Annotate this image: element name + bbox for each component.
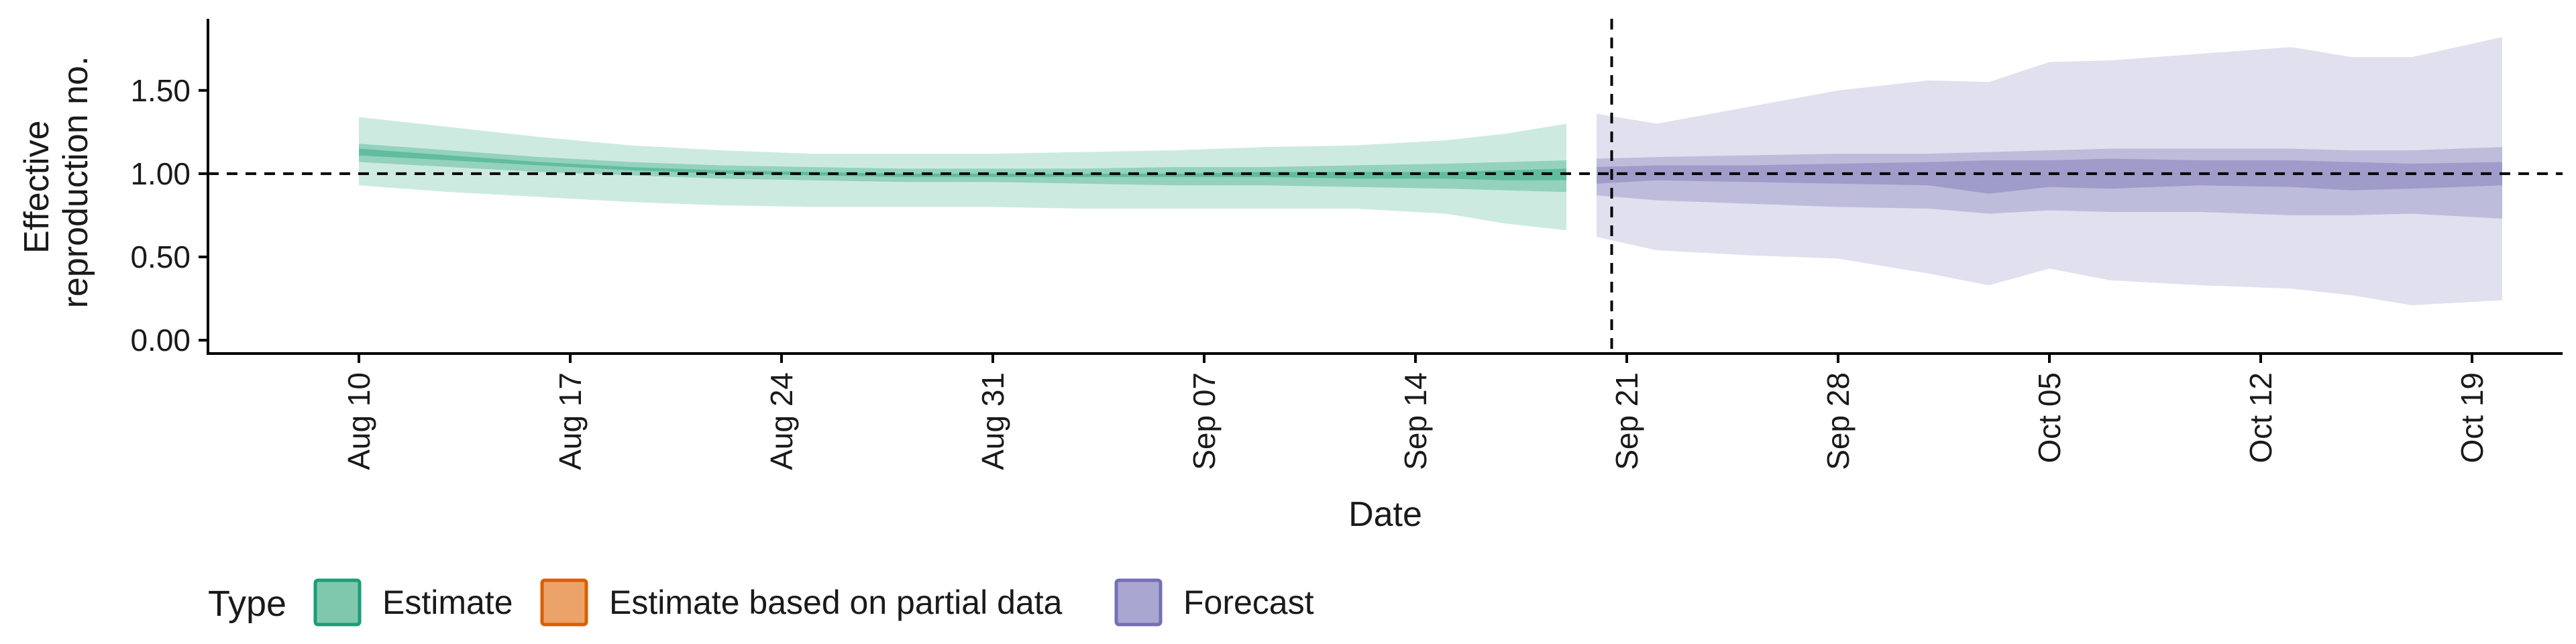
legend-items: Estimate Estimate based on partial data Fo… (313, 578, 1314, 627)
y-axis-title-line-1: Effective (17, 120, 56, 253)
legend-label-forecast: Forecast (1183, 584, 1314, 621)
x-tick-label: Aug 17 (553, 372, 588, 470)
forecast-band-20 (1597, 158, 2502, 194)
x-axis-title: Date (1348, 495, 1422, 534)
legend-key-estimate-based-on-partial-data (540, 578, 588, 627)
forecast-band-90 (1597, 37, 2502, 306)
x-axis-ticks: Aug 10 Aug 17 Aug 24 Aug 31 Sep 07 Sep 14 Sep … (341, 354, 2489, 470)
x-tick-label: Sep 07 (1187, 372, 1222, 470)
x-tick-label: Aug 10 (341, 372, 376, 470)
reference-lines (208, 19, 2563, 354)
legend: Type Estimate Estimate based on partial d… (208, 578, 1314, 627)
x-tick-label: Oct 05 (2032, 372, 2067, 464)
x-tick-label: Oct 12 (2243, 372, 2278, 464)
forecast-band-50 (1597, 147, 2502, 219)
x-tick-label: Aug 24 (764, 372, 799, 470)
x-tick-label: Sep 21 (1609, 372, 1644, 470)
y-axis-title-line-2: reproduction no. (56, 56, 95, 309)
legend-key-forecast (1114, 578, 1163, 627)
y-tick-label: 1.50 (130, 73, 191, 108)
legend-title: Type (208, 584, 286, 624)
y-tick-label: 0.00 (130, 323, 191, 358)
estimate-band-50 (359, 144, 1566, 193)
y-axis-ticks: 0.00 0.50 1.00 1.50 (130, 73, 208, 358)
x-tick-label: Oct 19 (2455, 372, 2489, 464)
legend-key-estimate (313, 578, 362, 627)
legend-label-estimate-based-on-partial-data: Estimate based on partial data (609, 584, 1063, 621)
y-axis-title: Effective reproduction no. (17, 56, 95, 309)
x-tick-label: Aug 31 (975, 372, 1010, 470)
legend-label-estimate: Estimate (382, 584, 513, 621)
axes: 0.00 0.50 1.00 1.50 Aug 10 Aug 17 Aug 24 Aug 3… (130, 19, 2563, 470)
y-tick-label: 0.50 (130, 239, 191, 274)
x-tick-label: Sep 14 (1398, 372, 1433, 470)
x-tick-label: Sep 28 (1821, 372, 1856, 470)
y-tick-label: 1.00 (130, 156, 191, 191)
interval-bands (359, 37, 2502, 306)
